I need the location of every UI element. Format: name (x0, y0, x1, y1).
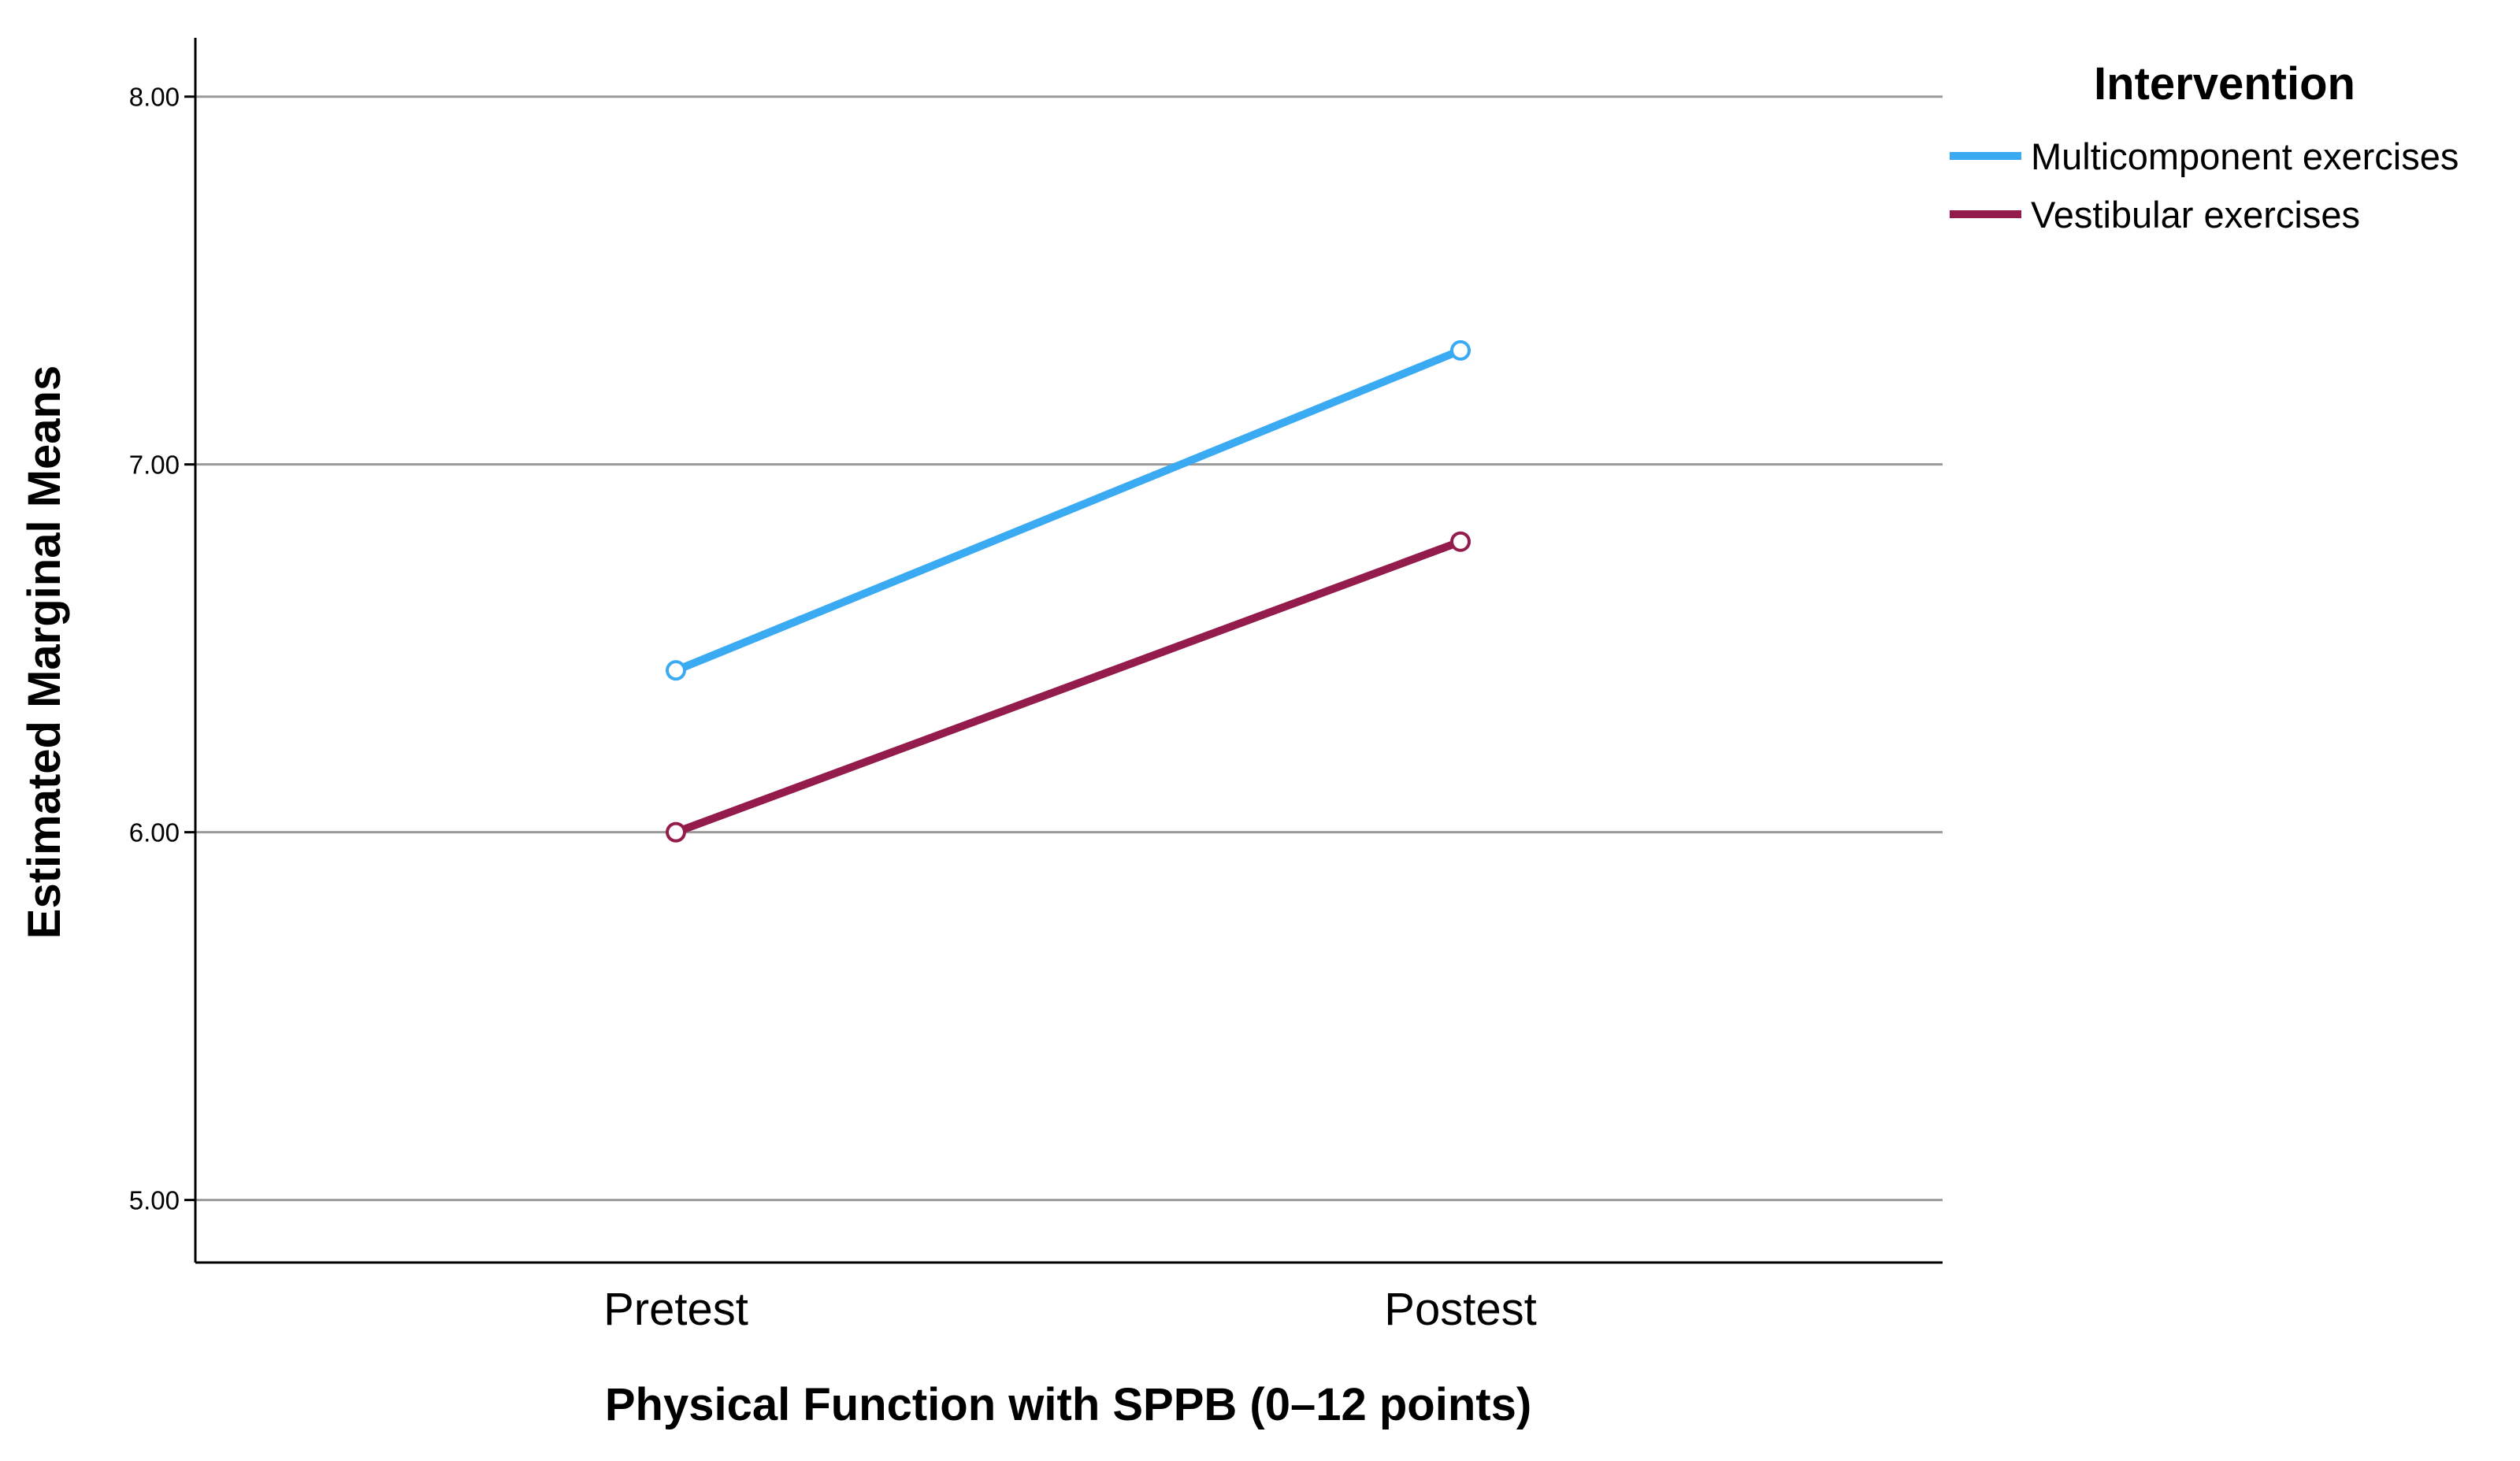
y-tick-label: 6.00 (129, 818, 180, 847)
y-tick-label: 5.00 (129, 1186, 180, 1215)
y-tick-labels: 5.00 6.00 7.00 8.00 (129, 83, 180, 1215)
data-point (666, 821, 686, 843)
gridlines (195, 95, 1943, 1202)
legend: Intervention Multicomponent exercises Ves… (1950, 58, 2459, 235)
x-tick-label: Postest (1384, 1284, 1536, 1335)
legend-label: Vestibular exercises (2031, 194, 2360, 235)
series-line (672, 537, 1464, 836)
x-axis-title: Physical Function with SPPB (0–12 points… (605, 1379, 1531, 1430)
data-point (666, 660, 686, 681)
series-0 (666, 339, 1471, 681)
legend-items: Multicomponent exercises Vestibular exerc… (1950, 135, 2459, 235)
legend-label: Multicomponent exercises (2031, 135, 2459, 177)
y-tick-label: 8.00 (129, 83, 180, 112)
data-point (1450, 339, 1471, 361)
y-tick-label: 7.00 (129, 451, 180, 480)
series (666, 339, 1471, 843)
axes (184, 38, 1943, 1264)
series-line (672, 346, 1464, 675)
data-point (1450, 531, 1471, 552)
series-1 (666, 531, 1471, 843)
legend-title: Intervention (2094, 58, 2355, 109)
y-axis-title: Estimated Marginal Means (19, 365, 70, 939)
x-tick-labels: Pretest Postest (603, 1284, 1537, 1335)
x-tick-label: Pretest (603, 1284, 748, 1335)
